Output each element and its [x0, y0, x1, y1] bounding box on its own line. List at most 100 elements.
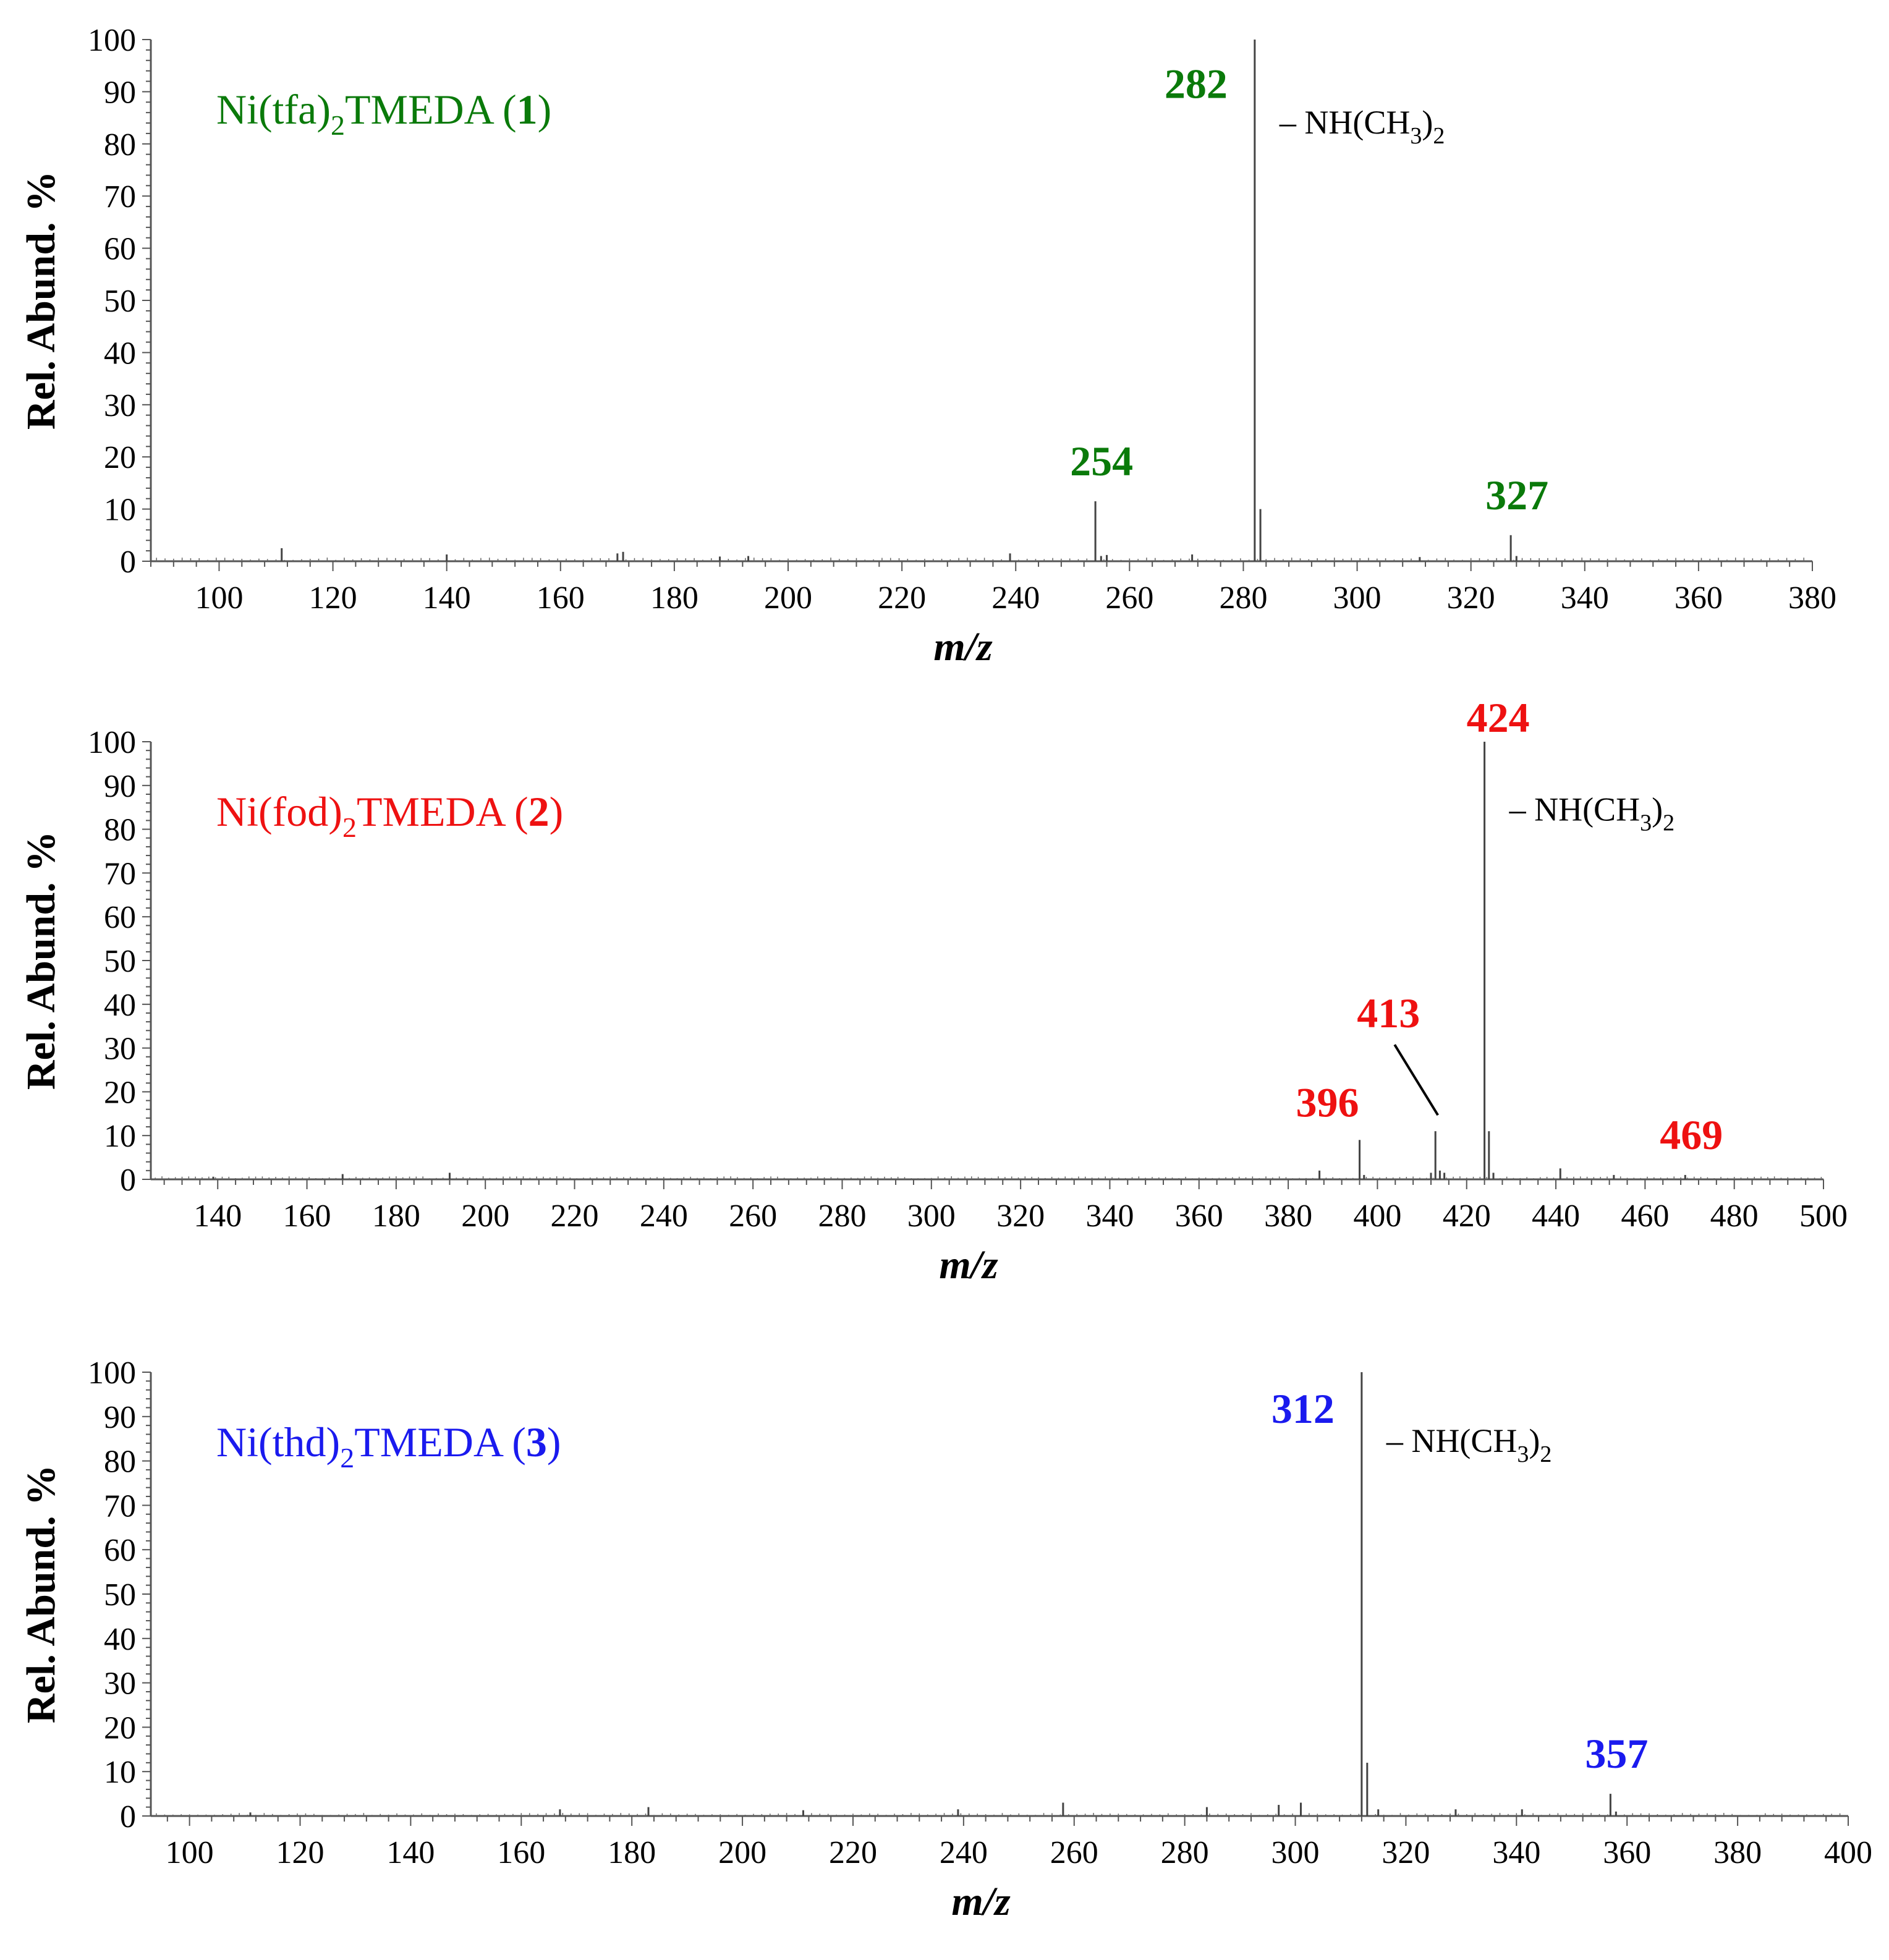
y-axis-label: Rel. Abund. %: [19, 831, 64, 1090]
y-tick-label: 0: [120, 1163, 136, 1198]
y-tick-label: 70: [104, 856, 136, 891]
y-axis-label: Rel. Abund. %: [19, 171, 64, 430]
x-tick-label: 100: [166, 1835, 214, 1870]
x-tick-label: 360: [1603, 1835, 1651, 1870]
x-tick-label: 100: [195, 580, 243, 616]
y-tick-label: 40: [104, 1622, 136, 1657]
y-tick-label: 30: [104, 388, 136, 423]
x-tick-label: 480: [1710, 1198, 1759, 1234]
x-tick-label: 300: [907, 1198, 956, 1234]
x-axis-label: m/z: [933, 624, 993, 669]
x-tick-label: 180: [372, 1198, 420, 1234]
peak-label-254: 254: [1070, 438, 1133, 485]
x-tick-label: 420: [1443, 1198, 1491, 1234]
peak-label-327: 327: [1485, 472, 1548, 519]
x-tick-label: 460: [1621, 1198, 1669, 1234]
x-tick-label: 220: [829, 1835, 877, 1870]
y-tick-label: 30: [104, 1666, 136, 1702]
y-tick-label: 100: [88, 1355, 136, 1391]
peak-label-424: 424: [1467, 694, 1530, 741]
x-tick-label: 240: [640, 1198, 688, 1234]
x-tick-label: 260: [729, 1198, 777, 1234]
x-tick-label: 280: [1161, 1835, 1209, 1870]
x-tick-label: 120: [276, 1835, 325, 1870]
spectrum-panel-1: 0 10 20 30 40 50 60 70 80 90 100 100 120 140 160 180 200…: [19, 23, 1836, 669]
neutral-loss-label: – NH(CH3)2: [1279, 104, 1445, 149]
x-axis-label: m/z: [951, 1879, 1011, 1924]
spectrum-panel-3: 0 10 20 30 40 50 60 70 80 90 100 100 120 140 160 180 200…: [19, 1355, 1872, 1924]
compound-title: Ni(thd)2TMEDA (3): [216, 1419, 561, 1474]
peak-label-312: 312: [1271, 1385, 1335, 1432]
x-tick-label: 160: [283, 1198, 331, 1234]
y-tick-label: 60: [104, 900, 136, 935]
y-tick-label: 80: [104, 813, 136, 848]
y-tick-label: 50: [104, 284, 136, 319]
y-tick-label: 70: [104, 179, 136, 214]
x-tick-label: 140: [423, 580, 471, 616]
x-tick-label: 220: [878, 580, 926, 616]
y-tick-label: 80: [104, 127, 136, 163]
peak-label-396: 396: [1296, 1079, 1359, 1126]
x-tick-label: 140: [193, 1198, 242, 1234]
y-tick-label: 60: [104, 232, 136, 267]
y-tick-label: 90: [104, 769, 136, 804]
x-tick-label: 440: [1532, 1198, 1580, 1234]
x-tick-label: 240: [991, 580, 1040, 616]
y-tick-label: 90: [104, 1400, 136, 1435]
label-leader-line: [1393, 1044, 1439, 1116]
x-tick-label: 400: [1353, 1198, 1401, 1234]
x-tick-label: 340: [1085, 1198, 1134, 1234]
y-tick-label: 100: [88, 23, 136, 58]
y-tick-label: 0: [120, 1799, 136, 1835]
x-tick-label: 200: [718, 1835, 766, 1870]
x-tick-label: 340: [1561, 580, 1609, 616]
y-tick-label: 20: [104, 1710, 136, 1746]
y-tick-label: 40: [104, 336, 136, 371]
x-tick-label: 320: [1447, 580, 1495, 616]
x-tick-label: 300: [1333, 580, 1382, 616]
y-tick-label: 100: [88, 725, 136, 760]
y-tick-label: 30: [104, 1032, 136, 1067]
x-tick-label: 200: [461, 1198, 509, 1234]
peak-label-357: 357: [1585, 1730, 1648, 1777]
compound-title: Ni(fod)2TMEDA (2): [216, 788, 563, 843]
x-tick-label: 200: [764, 580, 812, 616]
x-tick-label: 500: [1799, 1198, 1848, 1234]
y-tick-label: 80: [104, 1445, 136, 1480]
x-tick-label: 260: [1050, 1835, 1098, 1870]
x-tick-label: 140: [386, 1835, 435, 1870]
y-tick-label: 20: [104, 1075, 136, 1110]
x-tick-label: 300: [1271, 1835, 1320, 1870]
spectrum-panel-2: 0 10 20 30 40 50 60 70 80 90 100 140 160 180 200 220 240…: [19, 694, 1848, 1288]
x-tick-label: 380: [1788, 580, 1836, 616]
y-tick-label: 10: [104, 1119, 136, 1154]
x-tick-label: 160: [497, 1835, 545, 1870]
x-tick-label: 360: [1675, 580, 1723, 616]
x-tick-label: 260: [1105, 580, 1153, 616]
x-tick-label: 280: [818, 1198, 866, 1234]
x-tick-label: 240: [940, 1835, 988, 1870]
x-tick-label: 180: [608, 1835, 656, 1870]
y-tick-label: 90: [104, 75, 136, 110]
x-tick-label: 400: [1824, 1835, 1872, 1870]
y-tick-label: 20: [104, 440, 136, 475]
peak-label-413: 413: [1357, 990, 1420, 1037]
x-tick-label: 160: [537, 580, 585, 616]
x-tick-label: 320: [1382, 1835, 1430, 1870]
x-tick-label: 320: [996, 1198, 1045, 1234]
peak-label-282: 282: [1165, 60, 1228, 107]
y-tick-label: 10: [104, 493, 136, 528]
x-tick-label: 220: [551, 1198, 599, 1234]
y-tick-label: 50: [104, 944, 136, 979]
x-tick-label: 380: [1264, 1198, 1312, 1234]
x-tick-label: 340: [1492, 1835, 1540, 1870]
x-tick-label: 180: [650, 580, 698, 616]
peak-label-469: 469: [1660, 1111, 1723, 1158]
compound-title: Ni(tfa)2TMEDA (1): [216, 86, 551, 141]
x-tick-label: 280: [1219, 580, 1267, 616]
neutral-loss-label: – NH(CH3)2: [1386, 1422, 1552, 1467]
y-tick-label: 70: [104, 1488, 136, 1524]
x-tick-label: 120: [309, 580, 357, 616]
neutral-loss-label: – NH(CH3)2: [1509, 791, 1675, 836]
